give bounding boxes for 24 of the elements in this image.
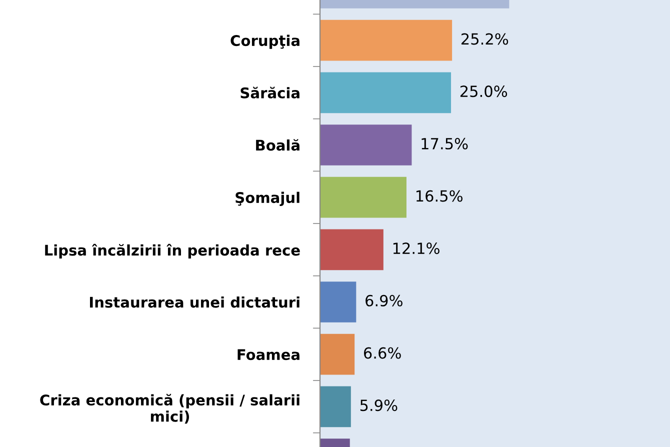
y-tick-label: Boală <box>256 139 300 151</box>
y-tick-label: Corupţia <box>230 34 300 49</box>
y-tick-label: Criza economică (pensii / salarii mici) <box>40 394 300 424</box>
bar <box>320 20 452 61</box>
bar <box>320 386 351 428</box>
y-tick-label: Instaurarea unei dictaturi <box>90 296 300 308</box>
data-label: 17.5% <box>422 138 468 150</box>
y-tick-label: Sărăcia <box>240 86 300 98</box>
data-label: 12.1% <box>393 242 440 254</box>
bar <box>320 72 452 114</box>
data-label: 6.6% <box>364 347 401 359</box>
data-label: 5.9% <box>360 400 398 412</box>
data-label: 16.5% <box>416 190 462 202</box>
y-tick-label: Şomajul <box>236 192 300 206</box>
y-tick-label: Lipsa încălzirii în perioada rece <box>45 244 300 259</box>
y-tick-label: Foamea <box>238 349 300 360</box>
bar <box>320 282 356 322</box>
bar <box>320 229 384 270</box>
bar <box>320 176 406 218</box>
bar <box>320 124 412 166</box>
data-label: 25.0% <box>460 86 508 98</box>
data-label: 6.9% <box>366 294 402 306</box>
bar <box>320 334 355 375</box>
data-label: 25.2% <box>462 33 508 45</box>
